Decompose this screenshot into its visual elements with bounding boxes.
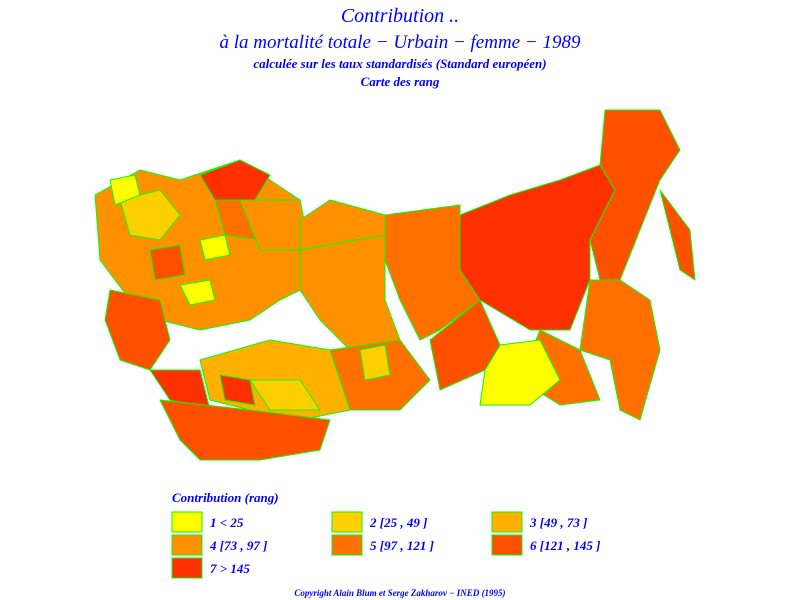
region xyxy=(199,159,271,201)
legend-label: 1 < 25 xyxy=(210,515,244,530)
legend-label: 3 [49 , 73 ] xyxy=(529,515,587,530)
legend-label: 5 [97 , 121 ] xyxy=(370,538,434,553)
subtitle: à la mortalité totale − Urbain − femme −… xyxy=(220,32,581,53)
legend-title: Contribution (rang) xyxy=(172,490,279,505)
legend-label: 4 [73 , 97 ] xyxy=(209,538,267,553)
region xyxy=(429,299,501,391)
legend-swatch xyxy=(171,534,203,556)
legend-swatch xyxy=(171,557,203,579)
region xyxy=(249,379,321,411)
map-label: Carte des rang xyxy=(361,74,440,89)
legend-label: 2 [25 , 49 ] xyxy=(369,515,427,530)
legend-label: 6 [121 , 145 ] xyxy=(530,538,600,553)
title: Contribution .. xyxy=(341,5,459,27)
region xyxy=(119,189,181,241)
region xyxy=(459,164,616,331)
note: calculée sur les taux standardisés (Stan… xyxy=(253,56,546,71)
region xyxy=(179,279,216,306)
region xyxy=(359,344,391,381)
legend-swatch xyxy=(331,511,363,533)
region xyxy=(219,374,256,406)
copyright: Copyright Alain Blum et Serge Zakharov −… xyxy=(294,588,505,598)
legend-swatch xyxy=(491,534,523,556)
region xyxy=(199,234,231,261)
region xyxy=(104,289,171,371)
region xyxy=(659,189,696,281)
legend-swatch xyxy=(331,534,363,556)
region xyxy=(149,244,186,281)
legend-label: 7 > 145 xyxy=(210,561,250,576)
legend: Contribution (rang) 1 < 25 2 [25 , 49 ] 3 … xyxy=(171,490,600,579)
legend-swatch xyxy=(171,511,203,533)
legend-swatch xyxy=(491,511,523,533)
region xyxy=(159,399,331,461)
region xyxy=(109,174,141,206)
map xyxy=(94,109,696,461)
region xyxy=(579,279,661,421)
